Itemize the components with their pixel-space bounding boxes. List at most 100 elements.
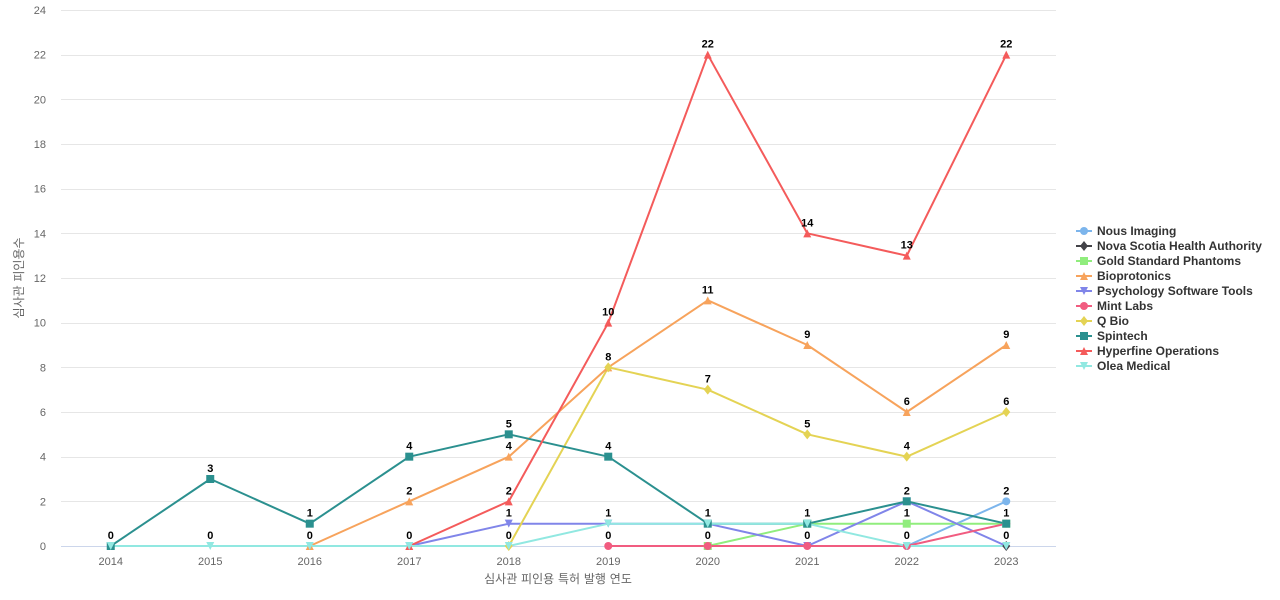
legend-symbol[interactable]: [1080, 316, 1088, 326]
marker-spintech[interactable]: [1002, 519, 1011, 528]
marker-q-bio[interactable]: [902, 451, 911, 462]
marker-olea-medical[interactable]: [703, 519, 712, 528]
data-label: 0: [605, 530, 611, 542]
marker-hyperfine-operations[interactable]: [1002, 50, 1011, 59]
legend-item-nova-scotia-health-authority[interactable]: Nova Scotia Health Authority: [1076, 239, 1262, 253]
legend-symbol[interactable]: [1080, 272, 1088, 280]
legend-symbol[interactable]: [1080, 287, 1088, 295]
legend-item-nous-imaging[interactable]: Nous Imaging: [1076, 224, 1176, 238]
data-label: 1: [506, 508, 512, 520]
y-tick-label: 0: [40, 541, 46, 553]
legend-symbol[interactable]: [1080, 227, 1088, 235]
marker-hyperfine-operations[interactable]: [902, 251, 911, 260]
marker-bioprotonics[interactable]: [703, 296, 712, 305]
data-label: 0: [207, 530, 213, 542]
marker-olea-medical[interactable]: [604, 519, 613, 528]
marker-bioprotonics[interactable]: [803, 341, 812, 349]
legend-item-q-bio[interactable]: Q Bio: [1076, 314, 1129, 328]
legend-item-bioprotonics[interactable]: Bioprotonics: [1076, 269, 1171, 283]
legend-symbol[interactable]: [1080, 332, 1088, 340]
data-label: 0: [506, 530, 512, 542]
data-label: 1: [1003, 508, 1009, 520]
legend-item-hyperfine-operations[interactable]: Hyperfine Operations: [1076, 344, 1219, 358]
x-tick-label: 2021: [795, 556, 819, 568]
data-label: 0: [108, 530, 114, 542]
y-tick-label: 12: [34, 273, 46, 285]
series-markers: [106, 50, 1011, 551]
data-label: 4: [506, 441, 513, 453]
y-tick-label: 8: [40, 362, 46, 374]
marker-bioprotonics[interactable]: [1002, 341, 1011, 349]
data-label: 0: [804, 530, 810, 542]
marker-olea-medical[interactable]: [1002, 542, 1011, 550]
marker-spintech[interactable]: [604, 452, 613, 461]
series-line-olea-medical[interactable]: [110, 522, 1007, 547]
marker-mint-labs[interactable]: [604, 542, 613, 550]
data-label: 0: [705, 530, 711, 542]
legend-label: Spintech: [1097, 329, 1148, 343]
marker-spintech[interactable]: [504, 430, 513, 439]
data-label: 22: [702, 39, 714, 51]
marker-q-bio[interactable]: [604, 362, 613, 373]
data-label: 0: [1003, 530, 1009, 542]
legend-symbol[interactable]: [1080, 302, 1088, 310]
marker-hyperfine-operations[interactable]: [803, 229, 812, 238]
marker-q-bio[interactable]: [703, 384, 712, 395]
marker-nous-imaging[interactable]: [1002, 497, 1011, 506]
marker-olea-medical[interactable]: [902, 542, 911, 550]
marker-bioprotonics[interactable]: [902, 408, 911, 416]
series-line-bioprotonics[interactable]: [309, 299, 1007, 547]
marker-spintech[interactable]: [902, 497, 911, 506]
y-tick-label: 18: [34, 139, 46, 151]
marker-spintech[interactable]: [305, 519, 314, 528]
marker-bioprotonics[interactable]: [504, 452, 513, 461]
legend-item-spintech[interactable]: Spintech: [1076, 329, 1148, 343]
data-label: 6: [904, 396, 910, 408]
y-tick-label: 22: [34, 50, 46, 62]
marker-spintech[interactable]: [405, 452, 414, 461]
data-label: 5: [506, 418, 512, 430]
legend-label: Bioprotonics: [1097, 269, 1171, 283]
marker-mint-labs[interactable]: [803, 542, 812, 550]
data-label: 8: [605, 351, 611, 363]
marker-olea-medical[interactable]: [206, 542, 215, 550]
legend-item-gold-standard-phantoms[interactable]: Gold Standard Phantoms: [1076, 254, 1241, 268]
data-label: 3: [207, 463, 213, 475]
marker-olea-medical[interactable]: [106, 542, 115, 550]
legend-label: Gold Standard Phantoms: [1097, 254, 1241, 268]
marker-olea-medical[interactable]: [803, 519, 812, 528]
data-label: 4: [904, 441, 911, 453]
data-label: 0: [307, 530, 313, 542]
legend-symbol[interactable]: [1080, 241, 1088, 251]
legend-label: Q Bio: [1097, 314, 1129, 328]
marker-gold-standard-phantoms[interactable]: [902, 519, 911, 528]
marker-hyperfine-operations[interactable]: [504, 497, 513, 506]
data-labels: 0301042054210108410221171014951013642102…: [108, 39, 1013, 542]
marker-hyperfine-operations[interactable]: [604, 318, 613, 327]
legend-symbol[interactable]: [1080, 362, 1088, 370]
legend-item-olea-medical[interactable]: Olea Medical: [1076, 359, 1170, 373]
data-label: 22: [1000, 39, 1012, 51]
marker-olea-medical[interactable]: [405, 542, 414, 550]
data-label: 1: [804, 508, 810, 520]
marker-olea-medical[interactable]: [504, 542, 513, 550]
marker-spintech[interactable]: [206, 475, 215, 483]
legend-item-mint-labs[interactable]: Mint Labs: [1076, 299, 1153, 313]
marker-psychology-software-tools[interactable]: [504, 519, 513, 528]
series-line-q-bio[interactable]: [507, 366, 1007, 547]
data-label: 4: [605, 441, 612, 453]
marker-olea-medical[interactable]: [305, 542, 314, 550]
legend-symbol[interactable]: [1080, 257, 1088, 265]
marker-q-bio[interactable]: [803, 429, 812, 440]
legend-label: Hyperfine Operations: [1097, 344, 1219, 358]
marker-q-bio[interactable]: [1002, 407, 1011, 417]
marker-bioprotonics[interactable]: [405, 497, 414, 506]
x-tick-label: 2022: [895, 556, 919, 568]
legend-item-psychology-software-tools[interactable]: Psychology Software Tools: [1076, 284, 1253, 298]
marker-hyperfine-operations[interactable]: [703, 50, 712, 59]
legend-symbol[interactable]: [1080, 347, 1088, 355]
series-line-spintech[interactable]: [110, 433, 1007, 547]
x-tick-label: 2018: [497, 556, 521, 568]
x-tick-label: 2020: [696, 556, 720, 568]
marker-mint-labs[interactable]: [703, 542, 712, 550]
